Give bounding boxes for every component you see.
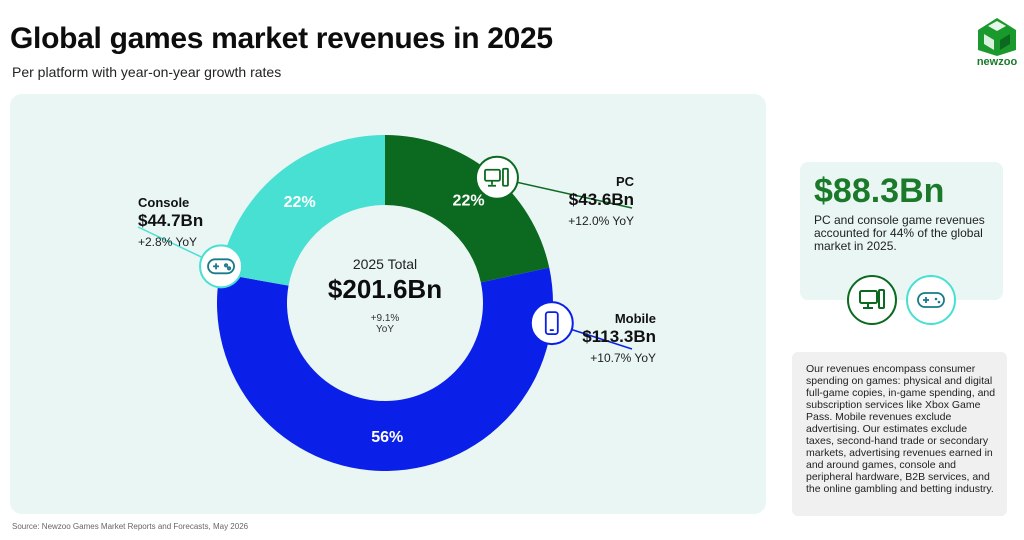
kpi-icons [800, 162, 1003, 300]
console-category-label: Console [138, 195, 190, 210]
page-subtitle: Per platform with year-on-year growth ra… [12, 64, 282, 80]
methodology-note-text: Our revenues encompass consumer spending… [806, 363, 996, 495]
pc-value-label: $43.6Bn [568, 190, 634, 209]
center-total-value: $201.6Bn [327, 274, 443, 304]
newzoo-logo-mark [978, 18, 1016, 56]
gamepad-icon [199, 244, 244, 289]
pc-label-group: PC $43.6Bn +12.0% YoY [560, 174, 634, 228]
pc-icon [474, 155, 519, 200]
source-footnote: Source: Newzoo Games Market Reports and … [12, 522, 249, 531]
center-title: 2025 Total [352, 256, 418, 272]
kpi-value: $88.3Bn [814, 172, 945, 210]
console-label-group: Console $44.7Bn +2.8% YoY [138, 195, 228, 249]
kpi-card: $88.3Bn PC and console game revenues acc… [800, 162, 1003, 300]
kpi-description: PC and console game revenues accounted f… [814, 213, 985, 253]
console-slice [219, 135, 385, 286]
page-title: Global games market revenues in 2025 [10, 22, 553, 55]
console-value-label: $44.7Bn [138, 211, 204, 230]
chart-center: 2025 Total $201.6Bn +9.1% YoY [300, 256, 470, 335]
console-percent-label: 22% [284, 194, 316, 211]
center-growth: +9.1% [370, 313, 400, 324]
pc-category-label: PC [615, 174, 634, 189]
mobile-value-label: $113.3Bn [582, 327, 656, 346]
brand-name: newzoo [976, 56, 1018, 68]
pc-slice [385, 135, 550, 283]
mobile-percent-label: 56% [371, 429, 403, 446]
mobile-yoy-label: +10.7% YoY [590, 351, 656, 365]
mobile-phone-icon [529, 301, 574, 346]
mobile-category-label: Mobile [614, 311, 656, 326]
console-yoy-label: +2.8% YoY [138, 235, 198, 249]
center-growth-unit: YoY [376, 324, 394, 335]
methodology-note: Our revenues encompass consumer spending… [792, 352, 1007, 516]
pc-yoy-label: +12.0% YoY [568, 214, 634, 228]
newzoo-logo: newzoo [972, 16, 1022, 72]
mobile-slice [217, 267, 554, 471]
mobile-label-group: Mobile $113.3Bn +10.7% YoY [560, 311, 656, 365]
pc-leader-line [496, 177, 633, 209]
pc-percent-label: 22% [453, 193, 485, 210]
